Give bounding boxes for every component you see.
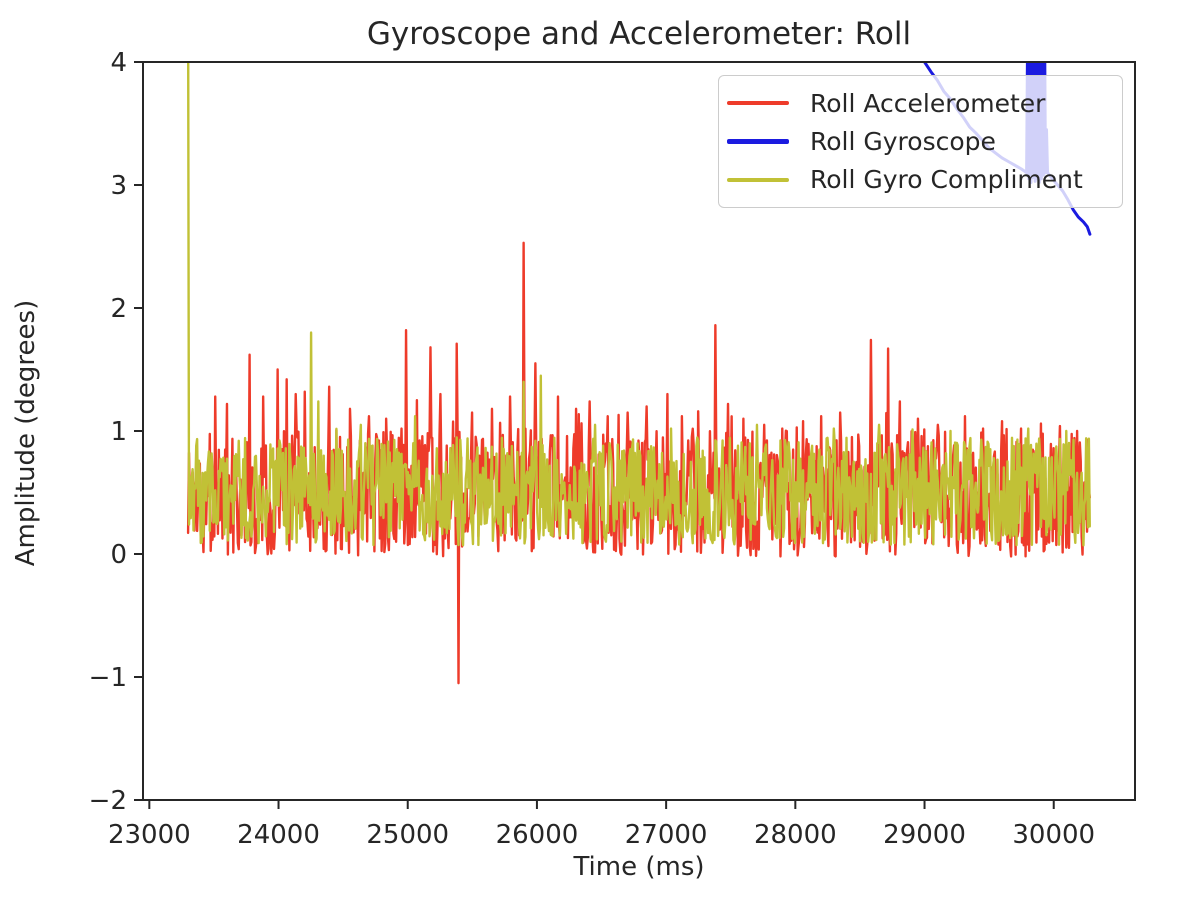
- legend-label-gyro-compliment: Roll Gyro Compliment: [810, 165, 1083, 195]
- legend-entry-accelerometer: Roll Accelerometer: [719, 86, 1122, 120]
- legend-entry-gyro-compliment: Roll Gyro Compliment: [719, 163, 1122, 197]
- x-tick-label: 29000: [883, 820, 966, 850]
- y-tick-label: 1: [110, 417, 127, 447]
- legend-entry-gyroscope: Roll Gyroscope: [719, 124, 1122, 158]
- x-tick-label: 28000: [754, 820, 837, 850]
- y-tick-label: 0: [110, 540, 127, 570]
- x-axis-label: Time (ms): [573, 852, 705, 882]
- y-tick-label: 2: [110, 294, 127, 324]
- x-tick-label: 26000: [496, 820, 579, 850]
- chart-title: Gyroscope and Accelerometer: Roll: [366, 16, 912, 52]
- x-tick-label: 23000: [108, 820, 191, 850]
- x-tick-label: 30000: [1012, 820, 1095, 850]
- legend-label-accelerometer: Roll Accelerometer: [810, 88, 1046, 118]
- y-tick-label: 4: [110, 48, 127, 78]
- x-tick-label: 24000: [237, 820, 320, 850]
- y-tick-label: −2: [89, 786, 127, 816]
- legend-swatch-gyroscope: [727, 139, 789, 144]
- legend: Roll Accelerometer Roll Gyroscope Roll G…: [718, 75, 1123, 208]
- x-tick-label: 25000: [366, 820, 449, 850]
- y-tick-label: −1: [89, 663, 127, 693]
- y-axis-label: Amplitude (degrees): [11, 299, 41, 567]
- legend-swatch-gyro-compliment: [727, 177, 789, 183]
- x-tick-label: 27000: [625, 820, 708, 850]
- legend-swatch-accelerometer: [727, 100, 789, 106]
- y-tick-label: 3: [110, 171, 127, 201]
- legend-label-gyroscope: Roll Gyroscope: [810, 126, 996, 156]
- gyro-compliment-line: [187, 62, 1091, 547]
